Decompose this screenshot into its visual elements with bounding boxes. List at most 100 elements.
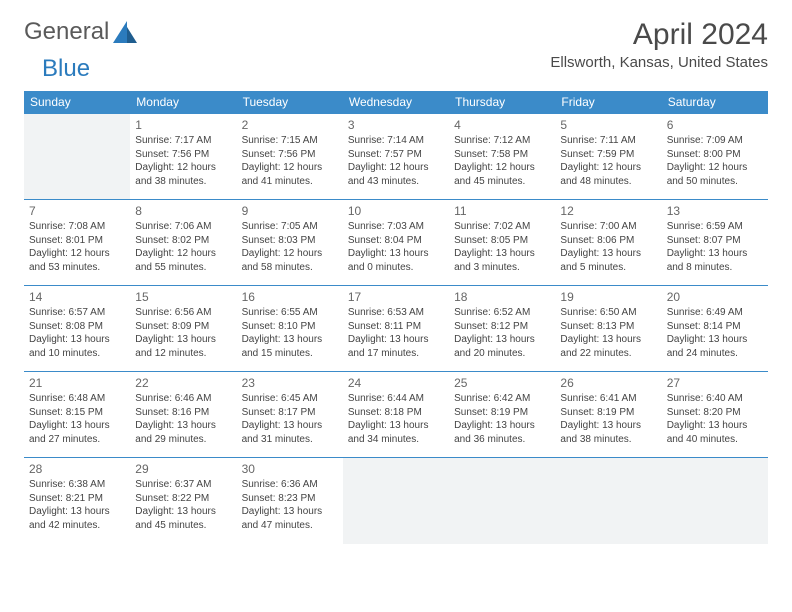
sunset-line: Sunset: 8:03 PM	[242, 234, 338, 248]
calendar-day-cell: 2Sunrise: 7:15 AMSunset: 7:56 PMDaylight…	[237, 114, 343, 200]
sunset-line: Sunset: 8:06 PM	[560, 234, 656, 248]
day-number: 5	[560, 117, 656, 133]
calendar-day-cell: 12Sunrise: 7:00 AMSunset: 8:06 PMDayligh…	[555, 200, 661, 286]
sunset-line: Sunset: 8:00 PM	[667, 148, 763, 162]
daylight-line: Daylight: 12 hours and 43 minutes.	[348, 161, 444, 188]
sunrise-line: Sunrise: 6:48 AM	[29, 392, 125, 406]
day-number: 20	[667, 289, 763, 305]
sunrise-line: Sunrise: 7:09 AM	[667, 134, 763, 148]
sunset-line: Sunset: 7:58 PM	[454, 148, 550, 162]
sunrise-line: Sunrise: 6:50 AM	[560, 306, 656, 320]
day-number: 23	[242, 375, 338, 391]
day-number: 28	[29, 461, 125, 477]
calendar-day-cell: 25Sunrise: 6:42 AMSunset: 8:19 PMDayligh…	[449, 372, 555, 458]
daylight-line: Daylight: 13 hours and 8 minutes.	[667, 247, 763, 274]
calendar-day-cell: 19Sunrise: 6:50 AMSunset: 8:13 PMDayligh…	[555, 286, 661, 372]
daylight-line: Daylight: 13 hours and 24 minutes.	[667, 333, 763, 360]
day-number: 19	[560, 289, 656, 305]
daylight-line: Daylight: 13 hours and 17 minutes.	[348, 333, 444, 360]
daylight-line: Daylight: 13 hours and 15 minutes.	[242, 333, 338, 360]
sunrise-line: Sunrise: 6:56 AM	[135, 306, 231, 320]
calendar-day-cell: 27Sunrise: 6:40 AMSunset: 8:20 PMDayligh…	[662, 372, 768, 458]
day-number: 12	[560, 203, 656, 219]
weekday-header: Wednesday	[343, 91, 449, 114]
sunrise-line: Sunrise: 6:59 AM	[667, 220, 763, 234]
calendar-day-cell: 14Sunrise: 6:57 AMSunset: 8:08 PMDayligh…	[24, 286, 130, 372]
day-number: 1	[135, 117, 231, 133]
day-number: 10	[348, 203, 444, 219]
calendar-day-cell: 21Sunrise: 6:48 AMSunset: 8:15 PMDayligh…	[24, 372, 130, 458]
sunset-line: Sunset: 8:14 PM	[667, 320, 763, 334]
day-number: 7	[29, 203, 125, 219]
logo: General	[24, 18, 141, 46]
sunset-line: Sunset: 8:13 PM	[560, 320, 656, 334]
calendar-week-row: 28Sunrise: 6:38 AMSunset: 8:21 PM Dayligh…	[24, 458, 768, 544]
daylight-line: Daylight: 12 hours and 53 minutes.	[29, 247, 125, 274]
day-number: 13	[667, 203, 763, 219]
sunrise-line: Sunrise: 7:03 AM	[348, 220, 444, 234]
calendar-day-cell	[449, 458, 555, 544]
calendar-week-row: 1Sunrise: 7:17 AMSunset: 7:56 PMDaylight…	[24, 114, 768, 200]
calendar-day-cell: 30Sunrise: 6:36 AMSunset: 8:23 PMDayligh…	[237, 458, 343, 544]
calendar-body: 1Sunrise: 7:17 AMSunset: 7:56 PMDaylight…	[24, 114, 768, 544]
daylight-line: Daylight: 12 hours and 55 minutes.	[135, 247, 231, 274]
day-number: 18	[454, 289, 550, 305]
day-number: 26	[560, 375, 656, 391]
daylight-line: Daylight: 13 hours and 29 minutes.	[135, 419, 231, 446]
daylight-line: Daylight: 13 hours and 38 minutes.	[560, 419, 656, 446]
daylight-line: Daylight: 13 hours and 10 minutes.	[29, 333, 125, 360]
sunset-line: Sunset: 8:16 PM	[135, 406, 231, 420]
sunrise-line: Sunrise: 7:05 AM	[242, 220, 338, 234]
sunset-line: Sunset: 8:10 PM	[242, 320, 338, 334]
day-number: 22	[135, 375, 231, 391]
daylight-line: Daylight: 13 hours and 40 minutes.	[667, 419, 763, 446]
day-number: 24	[348, 375, 444, 391]
daylight-line: Daylight: 13 hours and 45 minutes.	[135, 505, 231, 532]
weekday-header: Sunday	[24, 91, 130, 114]
sunset-line: Sunset: 8:17 PM	[242, 406, 338, 420]
sunset-line: Sunset: 7:56 PM	[242, 148, 338, 162]
calendar-day-cell: 5Sunrise: 7:11 AMSunset: 7:59 PMDaylight…	[555, 114, 661, 200]
calendar-day-cell: 28Sunrise: 6:38 AMSunset: 8:21 PMDayligh…	[24, 458, 130, 544]
sunrise-line: Sunrise: 7:02 AM	[454, 220, 550, 234]
sunrise-line: Sunrise: 7:15 AM	[242, 134, 338, 148]
sunset-line: Sunset: 8:12 PM	[454, 320, 550, 334]
calendar-day-cell: 18Sunrise: 6:52 AMSunset: 8:12 PMDayligh…	[449, 286, 555, 372]
sunrise-line: Sunrise: 6:37 AM	[135, 478, 231, 492]
sunrise-line: Sunrise: 7:00 AM	[560, 220, 656, 234]
sunset-line: Sunset: 8:21 PM	[29, 492, 125, 506]
sunrise-line: Sunrise: 6:38 AM	[29, 478, 125, 492]
daylight-line: Daylight: 12 hours and 48 minutes.	[560, 161, 656, 188]
sunrise-line: Sunrise: 6:49 AM	[667, 306, 763, 320]
sunset-line: Sunset: 8:22 PM	[135, 492, 231, 506]
calendar-day-cell	[662, 458, 768, 544]
day-number: 14	[29, 289, 125, 305]
daylight-line: Daylight: 12 hours and 45 minutes.	[454, 161, 550, 188]
calendar-head: SundayMondayTuesdayWednesdayThursdayFrid…	[24, 91, 768, 114]
title-block: April 2024 Ellsworth, Kansas, United Sta…	[550, 18, 768, 71]
day-number: 6	[667, 117, 763, 133]
day-number: 25	[454, 375, 550, 391]
day-number: 29	[135, 461, 231, 477]
calendar-week-row: 7Sunrise: 7:08 AMSunset: 8:01 PMDaylight…	[24, 200, 768, 286]
calendar-day-cell: 10Sunrise: 7:03 AMSunset: 8:04 PMDayligh…	[343, 200, 449, 286]
day-number: 4	[454, 117, 550, 133]
sunset-line: Sunset: 8:20 PM	[667, 406, 763, 420]
weekday-header: Saturday	[662, 91, 768, 114]
daylight-line: Daylight: 13 hours and 31 minutes.	[242, 419, 338, 446]
calendar-day-cell: 3Sunrise: 7:14 AMSunset: 7:57 PMDaylight…	[343, 114, 449, 200]
calendar-day-cell	[24, 114, 130, 200]
daylight-line: Daylight: 13 hours and 22 minutes.	[560, 333, 656, 360]
calendar-week-row: 14Sunrise: 6:57 AMSunset: 8:08 PMDayligh…	[24, 286, 768, 372]
calendar-day-cell: 1Sunrise: 7:17 AMSunset: 7:56 PMDaylight…	[130, 114, 236, 200]
daylight-line: Daylight: 13 hours and 3 minutes.	[454, 247, 550, 274]
day-number: 16	[242, 289, 338, 305]
sunset-line: Sunset: 8:09 PM	[135, 320, 231, 334]
sunset-line: Sunset: 8:19 PM	[454, 406, 550, 420]
day-number: 3	[348, 117, 444, 133]
sunrise-line: Sunrise: 7:06 AM	[135, 220, 231, 234]
weekday-header: Monday	[130, 91, 236, 114]
day-number: 11	[454, 203, 550, 219]
calendar-day-cell: 16Sunrise: 6:55 AMSunset: 8:10 PMDayligh…	[237, 286, 343, 372]
calendar-day-cell: 26Sunrise: 6:41 AMSunset: 8:19 PMDayligh…	[555, 372, 661, 458]
